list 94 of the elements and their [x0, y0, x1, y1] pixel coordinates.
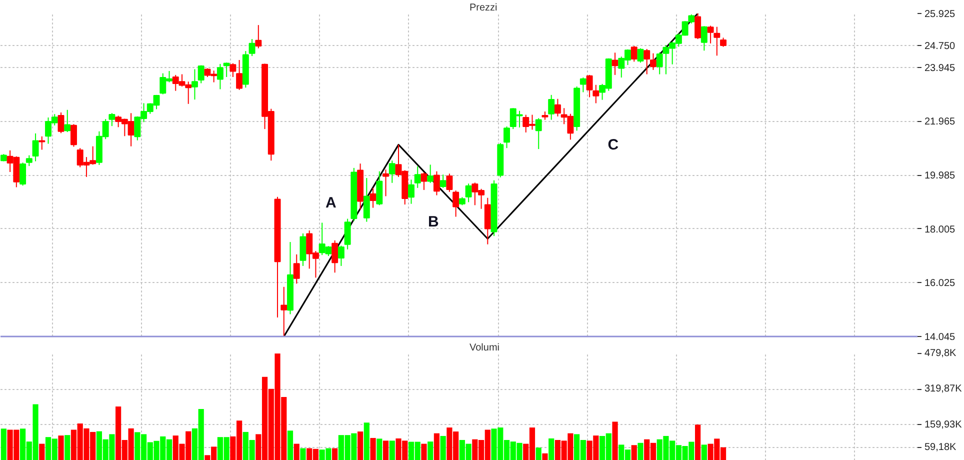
candlestick — [388, 160, 396, 184]
bar — [428, 442, 434, 460]
y-tick-label: 21.965 — [924, 116, 956, 128]
candlestick — [630, 45, 638, 62]
candlestick — [694, 14, 702, 40]
bar — [382, 440, 389, 460]
bar — [389, 440, 395, 460]
candlestick — [720, 37, 727, 48]
y-tick-label: 23.945 — [924, 62, 956, 74]
chart-title: Volumi — [470, 342, 500, 354]
y-tick-label: 18.005 — [924, 224, 956, 236]
candlestick — [420, 172, 428, 190]
candlestick — [700, 26, 708, 52]
bar — [294, 444, 300, 460]
bar — [370, 438, 376, 460]
bar — [421, 444, 427, 460]
candlestick — [338, 245, 344, 266]
candlestick — [370, 187, 376, 208]
y-tick-label: 159,93K — [924, 419, 962, 430]
candlestick — [433, 170, 440, 196]
y-tick-label: 479,8K — [924, 348, 957, 359]
candlestick — [440, 174, 446, 188]
candlestick — [198, 64, 204, 84]
bar — [631, 445, 637, 460]
candlestick — [38, 136, 46, 150]
candlestick — [300, 232, 306, 266]
candlestick — [548, 94, 555, 120]
y-tick-label: 16.025 — [924, 278, 956, 290]
bar — [542, 453, 548, 460]
candlestick — [236, 59, 243, 90]
bar — [440, 436, 446, 460]
candlestick — [408, 179, 414, 204]
y-tick-label: 319,87K — [924, 384, 962, 395]
candlestick — [484, 197, 491, 245]
candlestick — [446, 173, 453, 192]
bar — [434, 433, 440, 460]
y-tick-label: 25.925 — [924, 9, 956, 20]
bar — [536, 448, 542, 460]
y-tick-label: 14.045 — [924, 332, 956, 343]
line-series — [283, 14, 699, 336]
bar — [0, 428, 6, 460]
bar — [701, 444, 707, 460]
candlestick — [255, 24, 262, 49]
candlestick — [64, 109, 71, 133]
bar — [638, 442, 644, 460]
candlestick — [452, 190, 460, 218]
bar — [332, 448, 338, 460]
candlestick — [376, 170, 383, 206]
candlestick — [344, 218, 351, 250]
candlestick — [363, 177, 370, 222]
annotation: B — [428, 214, 440, 231]
bar — [376, 438, 382, 460]
bar — [300, 448, 306, 460]
bar — [364, 422, 370, 460]
bar — [287, 430, 294, 460]
candlestick — [332, 240, 338, 274]
candlestick — [427, 164, 434, 184]
candlestick — [554, 98, 561, 117]
y-tick-label: 59,18K — [924, 442, 957, 453]
chart-title: Prezzi — [470, 2, 498, 14]
y-tick-label: 19.985 — [924, 170, 956, 182]
candlestick — [650, 52, 656, 70]
candlestick — [108, 112, 116, 127]
annotation: C — [608, 136, 619, 154]
candlestick — [382, 169, 390, 197]
candlestick — [414, 166, 421, 188]
candlestick — [465, 183, 472, 203]
bar — [58, 436, 64, 460]
candlestick — [644, 48, 650, 75]
candlestick — [191, 68, 198, 100]
candlestick — [612, 52, 618, 76]
candlestick — [26, 154, 32, 167]
bar — [357, 432, 364, 460]
candlestick — [70, 124, 77, 148]
candlestick — [230, 62, 236, 78]
candlestick — [637, 48, 644, 64]
candlestick — [535, 118, 542, 150]
bar — [548, 438, 554, 460]
candlestick — [32, 132, 39, 162]
candlestick — [580, 77, 586, 93]
candlestick — [216, 63, 224, 90]
y-tick-label: 24.750 — [924, 40, 956, 52]
bar — [612, 422, 618, 460]
candlestick — [280, 286, 288, 336]
candlestick — [504, 126, 510, 149]
bar — [39, 444, 45, 460]
annotation: A — [325, 194, 336, 212]
candlestick — [20, 162, 26, 186]
bar — [64, 435, 70, 460]
candlestick — [223, 62, 230, 78]
candlestick — [58, 112, 64, 134]
candlestick — [293, 254, 300, 284]
candlestick — [248, 38, 256, 57]
bar — [695, 424, 701, 460]
